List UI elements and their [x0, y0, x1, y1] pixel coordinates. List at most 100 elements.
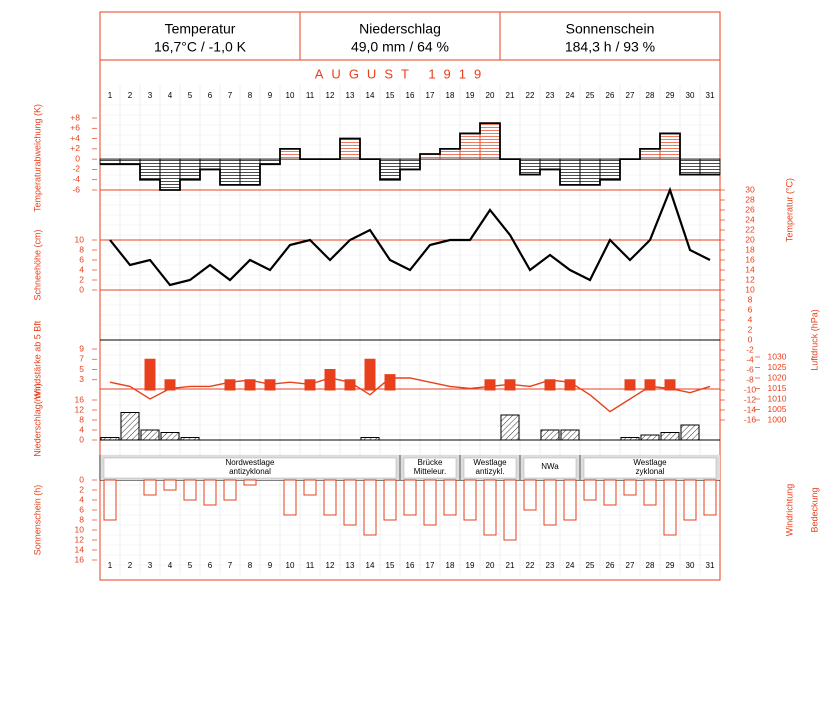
tick-label: 1020 — [768, 372, 787, 382]
axis-label-group: Schneehöhe (cm) — [32, 229, 42, 300]
deviation-bar — [239, 158, 261, 186]
day-label: 1 — [108, 91, 113, 100]
tick-label: 16 — [75, 394, 85, 404]
bar — [343, 479, 357, 526]
tick-label: 14 — [745, 264, 755, 274]
tick-label: 4 — [79, 424, 84, 434]
tick-label: 6 — [79, 504, 84, 514]
bar — [160, 432, 180, 441]
day-label: 28 — [646, 561, 655, 570]
tick-label: 14 — [75, 544, 85, 554]
axis-label: Schneehöhe (cm) — [32, 229, 42, 300]
tick-label: -8 — [746, 374, 754, 384]
tick-label: +4 — [70, 133, 80, 143]
day-label: 23 — [546, 561, 555, 570]
day-label: 16 — [406, 561, 415, 570]
day-label: 3 — [148, 561, 153, 570]
bar — [523, 479, 537, 511]
bar — [224, 379, 236, 391]
bar — [623, 479, 637, 496]
tick-label: -12 — [744, 394, 757, 404]
axis-label: Luftdruck (hPa) — [809, 309, 819, 371]
tick-label: 2 — [79, 274, 84, 284]
day-label: 29 — [666, 561, 675, 570]
tick-label: 12 — [75, 404, 85, 414]
bar — [360, 437, 380, 441]
tick-label: 10 — [745, 284, 755, 294]
weather-type: Westlage — [473, 458, 507, 467]
day-label: 21 — [506, 561, 515, 570]
tick-label: +8 — [70, 112, 80, 122]
day-label: 26 — [606, 91, 615, 100]
bar — [384, 374, 396, 391]
deviation-bar — [159, 158, 181, 191]
tick-label: 16 — [745, 254, 755, 264]
frame — [99, 11, 721, 581]
day-label: 14 — [366, 561, 375, 570]
deviation-bar — [399, 158, 421, 170]
tick-label: 16 — [75, 554, 85, 564]
bar — [283, 479, 297, 516]
tick-label: -2 — [72, 164, 80, 174]
bar — [100, 437, 120, 441]
deviation-bar — [539, 158, 561, 170]
bar — [663, 479, 677, 536]
header-title: Temperatur — [165, 21, 236, 37]
day-label: 18 — [446, 561, 455, 570]
weather-type: Nordwestlage — [226, 458, 275, 467]
bar — [484, 379, 496, 391]
weather-box — [523, 457, 577, 479]
day-label: 21 — [506, 91, 515, 100]
tick-label: 0 — [75, 153, 80, 163]
tick-label: 4 — [79, 264, 84, 274]
tick-label: +2 — [70, 143, 80, 153]
day-label: 6 — [208, 91, 213, 100]
tick-label: 10 — [75, 234, 85, 244]
tick-label: 8 — [79, 514, 84, 524]
deviation-bar — [179, 158, 201, 181]
weather-box — [583, 457, 717, 479]
bar — [180, 437, 200, 441]
tick-label: 12 — [75, 534, 85, 544]
axis-label-group: Sonnenschein (h) — [32, 485, 42, 556]
day-label: 11 — [306, 91, 315, 100]
day-label: 31 — [706, 91, 715, 100]
deviation-bar — [199, 158, 221, 170]
day-label: 3 — [148, 91, 153, 100]
tick-label: 1015 — [768, 383, 787, 393]
weather-box — [403, 457, 457, 479]
tick-label: -4 — [72, 174, 80, 184]
tick-label: -6 — [72, 184, 80, 194]
day-label: 12 — [326, 91, 335, 100]
tick-label: 4 — [748, 314, 753, 324]
day-label: 24 — [566, 91, 575, 100]
bar — [443, 479, 457, 516]
bar — [403, 479, 417, 516]
day-label: 9 — [268, 561, 273, 570]
header-value: 49,0 mm / 64 % — [351, 39, 449, 55]
bar — [363, 479, 377, 536]
deviation-bar — [599, 158, 621, 181]
day-label: 22 — [526, 91, 535, 100]
bar — [624, 379, 636, 391]
day-label: 12 — [326, 561, 335, 570]
day-label: 22 — [526, 561, 535, 570]
day-label: 30 — [686, 561, 695, 570]
day-label: 2 — [128, 91, 133, 100]
tick-label: 30 — [745, 184, 755, 194]
header-value: 16,7°C / -1,0 K — [154, 39, 247, 55]
side-label: Windrichtung — [784, 484, 794, 537]
day-label: 2 — [128, 561, 133, 570]
tick-label: 7 — [79, 354, 84, 364]
axis-label-group: Niederschlag(mm) — [32, 383, 42, 457]
bar — [503, 479, 517, 541]
header-value: 184,3 h / 93 % — [565, 39, 655, 55]
day-label: 5 — [188, 91, 193, 100]
side-label: Bedeckung — [809, 487, 819, 532]
tick-label: 5 — [79, 364, 84, 374]
bar — [140, 429, 160, 441]
day-label: 25 — [586, 91, 595, 100]
axis-label: Niederschlag(mm) — [32, 383, 42, 457]
day-label: 27 — [626, 91, 635, 100]
deviation-bar — [219, 158, 241, 186]
